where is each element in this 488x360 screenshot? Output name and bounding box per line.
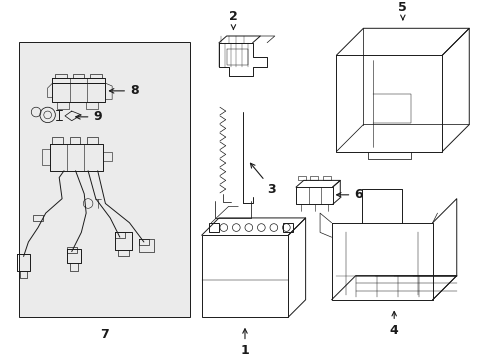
- Text: 2: 2: [228, 10, 237, 29]
- Bar: [297, 176, 305, 180]
- Bar: [209, 223, 219, 232]
- Bar: [70, 137, 80, 144]
- Text: 7: 7: [100, 328, 109, 341]
- Text: 5: 5: [398, 1, 407, 20]
- Bar: [86, 102, 98, 109]
- Text: 4: 4: [389, 311, 398, 337]
- Bar: [52, 137, 63, 144]
- Bar: [322, 176, 330, 180]
- Text: 6: 6: [336, 188, 362, 201]
- Bar: [115, 232, 124, 238]
- Text: 1: 1: [240, 329, 249, 357]
- Bar: [19, 42, 190, 317]
- Text: 9: 9: [76, 111, 102, 123]
- Text: 8: 8: [109, 84, 138, 97]
- Bar: [57, 102, 69, 109]
- Bar: [283, 223, 292, 232]
- Bar: [201, 235, 288, 317]
- Text: 3: 3: [250, 163, 276, 195]
- Bar: [33, 215, 43, 221]
- Bar: [139, 239, 148, 245]
- Bar: [67, 247, 76, 253]
- Bar: [55, 73, 67, 78]
- Bar: [73, 73, 84, 78]
- Bar: [90, 73, 102, 78]
- Bar: [310, 176, 318, 180]
- Bar: [87, 137, 98, 144]
